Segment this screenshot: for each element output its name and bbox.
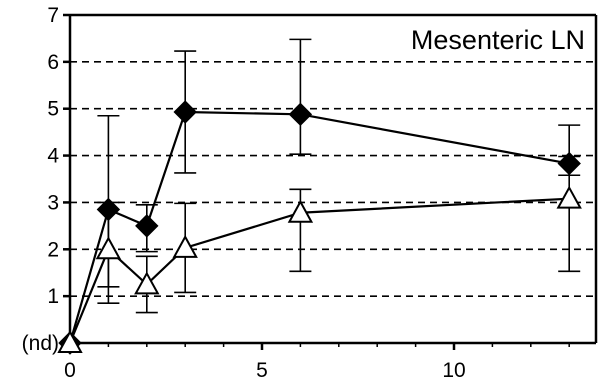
series-group — [57, 38, 582, 355]
grid-lines — [70, 61, 596, 297]
data-point — [288, 102, 313, 127]
data-point — [135, 214, 159, 238]
data-point — [134, 271, 160, 295]
data-point — [173, 100, 197, 124]
data-point — [95, 236, 122, 260]
series-line — [68, 110, 570, 344]
data-point — [556, 185, 582, 209]
data-point — [172, 234, 198, 258]
y-tick-label: 3 — [47, 191, 59, 214]
y-tick-label: 6 — [47, 51, 59, 74]
data-point — [57, 329, 83, 353]
y-tick-label: 2 — [47, 238, 59, 261]
y-tick-label: 7 — [47, 4, 59, 27]
y-tick-label: 1 — [47, 285, 59, 308]
y-tick-label: 5 — [47, 98, 59, 121]
x-tick-label: 0 — [64, 359, 76, 382]
axes — [68, 13, 598, 345]
x-tick-label: 10 — [442, 359, 465, 382]
series-line — [68, 197, 570, 344]
series-1 — [57, 155, 582, 353]
y-tick-label: (nd) — [22, 332, 59, 355]
y-ticks: (nd) 1 2 3 4 5 6 7 — [22, 4, 70, 355]
x-ticks: 0 5 10 — [64, 343, 570, 382]
chart-title: Mesenteric LN — [411, 25, 585, 55]
x-tick-label: 5 — [256, 359, 268, 382]
data-point — [287, 199, 314, 223]
series-0 — [58, 38, 581, 355]
y-tick-label: 4 — [47, 145, 59, 168]
